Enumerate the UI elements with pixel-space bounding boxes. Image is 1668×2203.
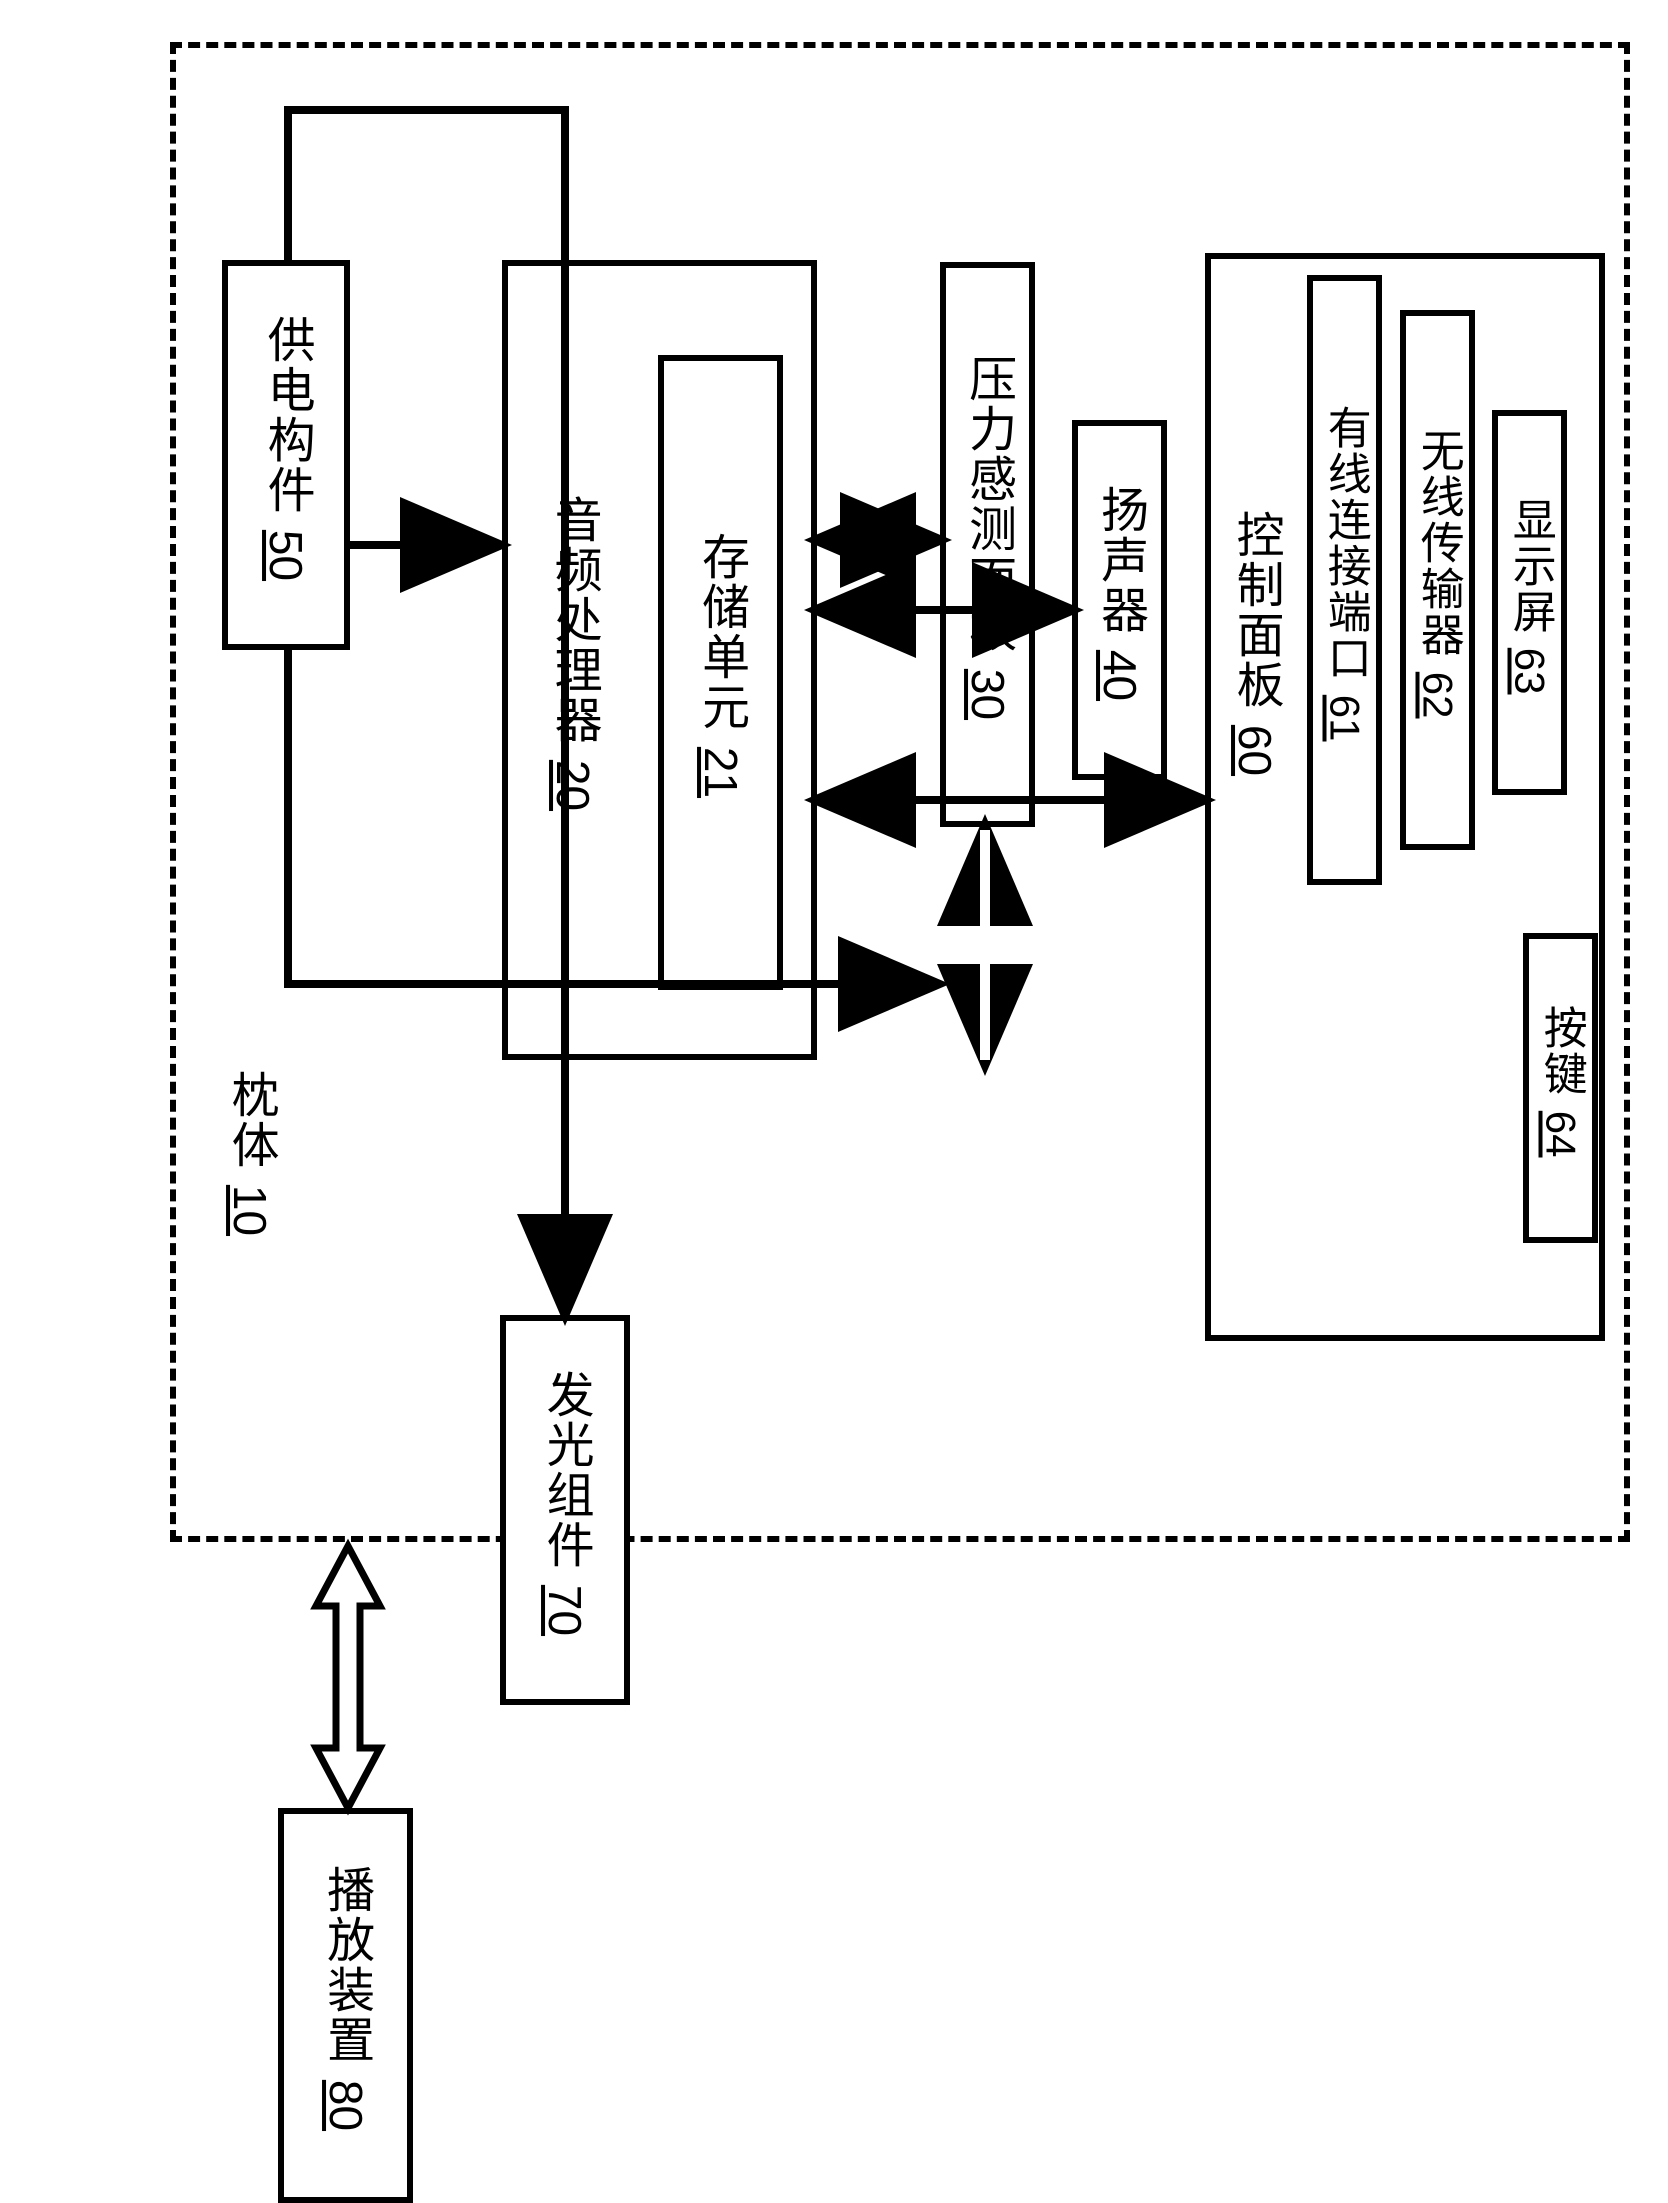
block-control-panel-label: 控制面板 60 (1215, 390, 1295, 910)
block-wired-port-label: 有线连接端口 61 (1307, 275, 1382, 885)
playback-device-label: 播放装置 80 (278, 1808, 413, 2203)
storage-name: 存储单元 (693, 532, 748, 732)
block-audio-label: 音频处理器 20 (518, 260, 628, 1060)
block-speaker-label: 扬声器 40 (1072, 420, 1167, 780)
block-pressure-panel-label: 压力感测面板 30 (940, 262, 1035, 827)
wired-number: 61 (1320, 695, 1368, 742)
keys-number: 64 (1536, 1111, 1584, 1158)
player-name: 播放装置 (318, 1865, 373, 2065)
wired-name: 有线连接端口 (1319, 405, 1370, 681)
audio-number: 20 (547, 759, 600, 810)
block-wireless-label: 无线传输器 62 (1400, 310, 1475, 850)
power-name: 供电构件 (258, 315, 313, 515)
wireless-name: 无线传输器 (1412, 428, 1463, 658)
keys-name: 按键 (1535, 1005, 1586, 1097)
edge-control-player (316, 1546, 380, 1808)
display-number: 63 (1505, 648, 1553, 695)
container-label: 枕体 10 (220, 998, 280, 1323)
wireless-number: 62 (1413, 672, 1461, 719)
block-light-label: 发光组件 70 (500, 1315, 630, 1705)
container-name: 枕体 (222, 1070, 277, 1170)
storage-number: 21 (694, 747, 747, 798)
power-number: 50 (260, 529, 313, 580)
light-name: 发光组件 (537, 1370, 592, 1570)
light-number: 70 (539, 1584, 592, 1635)
control-name: 控制面板 (1227, 510, 1282, 710)
container-number: 10 (224, 1185, 277, 1236)
block-storage-label: 存储单元 21 (658, 355, 783, 990)
display-name: 显示屏 (1504, 497, 1555, 635)
panel-name: 压力感测面板 (960, 354, 1015, 654)
block-keys-label: 按键 64 (1523, 933, 1598, 1243)
player-number: 80 (319, 2080, 372, 2131)
speaker-name: 扬声器 (1092, 485, 1147, 635)
speaker-number: 40 (1093, 649, 1146, 700)
control-number: 60 (1229, 724, 1282, 775)
block-display-label: 显示屏 63 (1492, 410, 1567, 795)
panel-number: 30 (961, 669, 1014, 720)
audio-name: 音频处理器 (545, 495, 600, 745)
block-power-label: 供电构件 50 (222, 260, 350, 650)
